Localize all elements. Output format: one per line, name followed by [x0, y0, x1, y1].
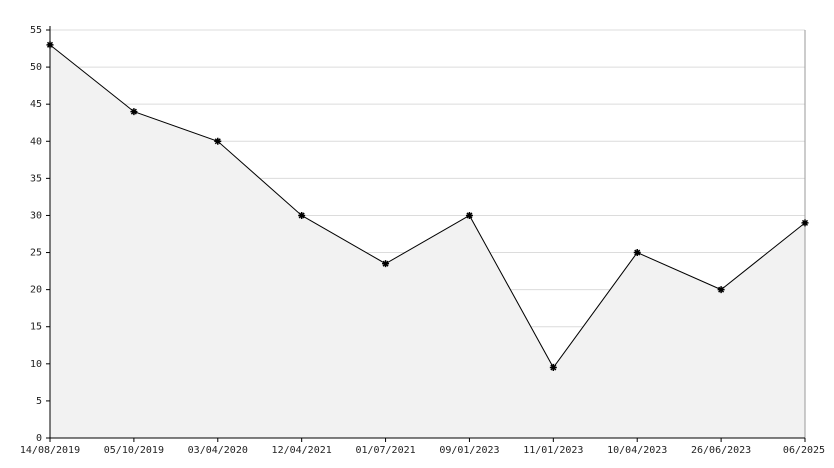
y-tick-label: 55	[30, 25, 42, 36]
y-tick-label: 50	[30, 62, 42, 73]
point	[633, 249, 641, 257]
y-tick-label: 20	[30, 285, 42, 296]
x-tick-label: 05/10/2019	[104, 445, 164, 456]
y-tick-label: 30	[30, 210, 42, 221]
x-tick-label: 10/04/2023	[607, 445, 667, 456]
line	[49, 44, 806, 369]
point	[214, 137, 222, 145]
point	[549, 364, 557, 372]
y-tick-label: 5	[36, 396, 42, 407]
x-tick-label: 09/01/2023	[439, 445, 499, 456]
point	[801, 219, 809, 227]
x-tick-label: 11/01/2023	[523, 445, 583, 456]
x-tick-label: 06/2025	[783, 445, 825, 456]
y-tick-label: 15	[30, 322, 42, 333]
point	[717, 286, 725, 294]
point	[382, 260, 390, 268]
point	[465, 211, 473, 219]
area	[50, 44, 805, 438]
x-tick-label: 01/07/2021	[355, 445, 415, 456]
y-tick-label: 25	[30, 248, 42, 259]
x-tick-label: 14/08/2019	[20, 445, 80, 456]
y-tick-label: 10	[30, 359, 42, 370]
y-tick-label: 45	[30, 99, 42, 110]
x-tick-label: 03/04/2020	[188, 445, 248, 456]
point	[130, 108, 138, 116]
x-tick-label: 12/04/2021	[272, 445, 332, 456]
y-tick-label: 0	[36, 433, 42, 444]
x-tick-label: 26/06/2023	[691, 445, 751, 456]
y-tick-label: 40	[30, 136, 42, 147]
y-tick-label: 35	[30, 173, 42, 184]
point	[298, 211, 306, 219]
